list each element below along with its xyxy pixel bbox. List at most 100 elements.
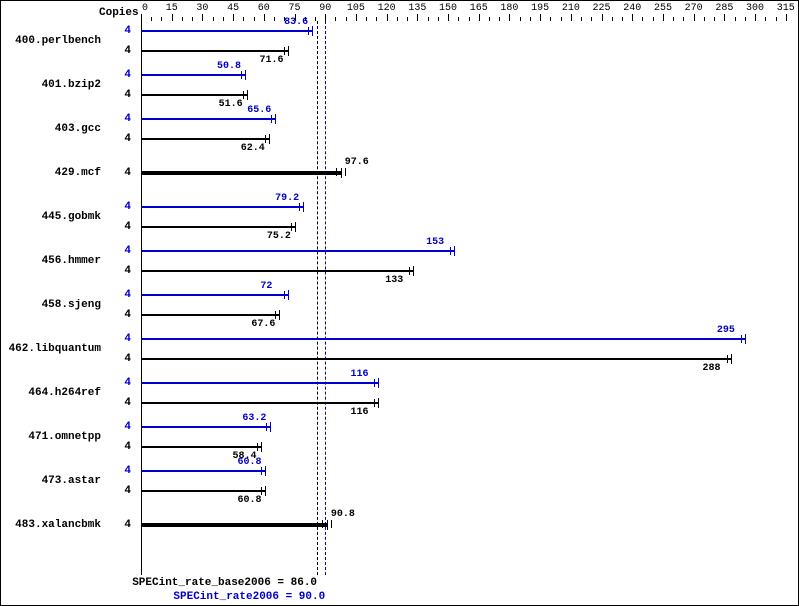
benchmark-row: 458.sjeng472467.6 [141,285,794,329]
axis-tick-label: 90 [319,3,331,14]
axis-tick-label: 315 [777,3,795,14]
axis-tick-label: 210 [562,3,580,14]
tick-major [509,14,510,21]
tick-major [325,14,326,21]
axis-tick-label: 195 [531,3,549,14]
benchmark-name: 401.bzip2 [42,79,101,91]
bar-base [141,402,378,404]
value-label-peak: 116 [350,369,368,380]
bar-peak [141,74,245,76]
value-label-peak: 295 [717,325,735,336]
copies-value-peak: 4 [124,25,131,37]
value-label-peak: 60.8 [237,457,261,468]
value-label-peak: 83.6 [284,17,308,28]
bar-base [141,314,279,316]
copies-value-base: 4 [124,485,131,497]
bar-peak [141,206,303,208]
axis-tick-label: 240 [623,3,641,14]
axis-tick-label: 135 [408,3,426,14]
benchmark-row: 473.astar460.8460.8 [141,461,794,505]
value-label-peak: 65.6 [247,105,271,116]
tick-major [786,14,787,21]
benchmark-row: 456.hmmer41534133 [141,241,794,285]
axis-tick-label: 105 [347,3,365,14]
bar-base [141,490,265,492]
tick-major [448,14,449,21]
summary-base: SPECint_rate_base2006 = 86.0 [1,577,317,589]
tick-major [479,14,480,21]
tick-major [356,14,357,21]
copies-value-peak: 4 [124,377,131,389]
benchmark-row: 403.gcc465.6462.4 [141,109,794,153]
axis-tick-label: 255 [654,3,672,14]
benchmark-name: 403.gcc [55,123,101,135]
tick-major [202,14,203,21]
benchmark-name: 445.gobmk [42,211,101,223]
copies-value-peak: 4 [124,421,131,433]
bar-base [141,138,269,140]
tick-major [755,14,756,21]
bar-peak [141,426,270,428]
benchmark-row: 483.xalancbmk490.8 [141,505,794,549]
axis-tick-label: 60 [258,3,270,14]
value-label-peak: 153 [426,237,444,248]
tick-major [724,14,725,21]
tick-major [172,14,173,21]
benchmark-name: 464.h264ref [28,387,101,399]
copies-value-base: 4 [124,45,131,57]
benchmark-row: 429.mcf497.6 [141,153,794,197]
copies-value-peak: 4 [124,289,131,301]
copies-value-peak: 4 [124,333,131,345]
value-label-peak: 79.2 [275,193,299,204]
copies-value: 4 [124,167,131,179]
axis-tick-label: 150 [439,3,457,14]
summary-peak: SPECint_rate2006 = 90.0 [1,591,325,603]
tick-major [233,14,234,21]
axis-tick-label: 285 [715,3,733,14]
spec-chart: Copies 015304560759010512013515016518019… [0,0,799,606]
x-axis: 0153045607590105120135150165180195210225… [1,1,798,21]
benchmark-row: 445.gobmk479.2475.2 [141,197,794,241]
benchmark-name: 462.libquantum [9,343,101,355]
copies-value-base: 4 [124,353,131,365]
copies-value-base: 4 [124,397,131,409]
bar-peak [141,294,288,296]
tick-major [632,14,633,21]
axis-tick-label: 180 [500,3,518,14]
copies-value: 4 [124,519,131,531]
axis-tick-label: 30 [196,3,208,14]
benchmark-row: 401.bzip2450.8451.6 [141,65,794,109]
copies-value-peak: 4 [124,69,131,81]
bar-peak [141,382,378,384]
benchmark-name: 471.omnetpp [28,431,101,443]
bar-base [141,270,413,272]
bar-base [141,50,288,52]
tick-major [540,14,541,21]
bar-peak [141,338,745,340]
axis-tick-label: 45 [227,3,239,14]
axis-tick-label: 270 [685,3,703,14]
bar-combined [141,171,341,175]
tick-major [694,14,695,21]
benchmark-row: 471.omnetpp463.2458.4 [141,417,794,461]
bar-base [141,94,247,96]
tick-major [264,14,265,21]
value-label-peak: 50.8 [217,61,241,72]
copies-value-base: 4 [124,265,131,277]
copies-value-base: 4 [124,133,131,145]
axis-tick-label: 0 [142,3,148,14]
copies-value-base: 4 [124,221,131,233]
tick-major [663,14,664,21]
tick-major [602,14,603,21]
bar-base [141,226,295,228]
bar-base [141,446,261,448]
axis-tick-label: 225 [593,3,611,14]
benchmark-name: 473.astar [42,475,101,487]
bar-combined [141,523,327,527]
bar-peak [141,250,454,252]
benchmark-row: 462.libquantum42954288 [141,329,794,373]
copies-value-peak: 4 [124,201,131,213]
value-label: 90.8 [331,509,355,520]
value-label: 97.6 [345,157,369,168]
copies-value-peak: 4 [124,245,131,257]
